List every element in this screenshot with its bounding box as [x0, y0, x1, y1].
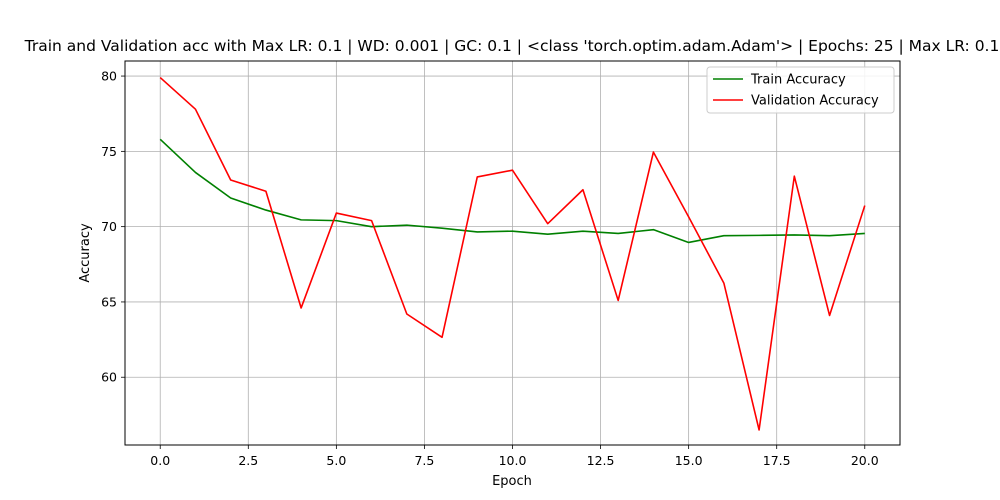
- x-tick-label: 12.5: [587, 453, 615, 468]
- legend-label: Validation Accuracy: [751, 94, 879, 109]
- legend-label: Train Accuracy: [750, 73, 846, 88]
- series-lines: [159, 76, 866, 431]
- x-tick-label: 17.5: [763, 453, 791, 468]
- y-tick-label: 60: [101, 370, 117, 385]
- y-axis-label: Accuracy: [78, 223, 93, 283]
- y-tick-label: 80: [101, 69, 117, 84]
- axis-ticks: 0.0 2.5 5.0 7.5 10.0 12.5 15.0 17.5 20.0 60 65 70 75…: [101, 69, 879, 468]
- x-tick-label: 5.0: [326, 453, 346, 468]
- validation-accuracy-line: [159, 76, 866, 431]
- x-tick-label: 0.0: [150, 453, 170, 468]
- train-accuracy-line: [159, 138, 865, 244]
- legend-box: [706, 66, 895, 114]
- x-tick-label: 7.5: [414, 453, 434, 468]
- x-tick-label: 20.0: [851, 453, 879, 468]
- x-tick-label: 10.0: [499, 453, 527, 468]
- x-axis-label: Epoch: [492, 474, 532, 489]
- y-tick-label: 65: [101, 294, 117, 309]
- x-tick-label: 15.0: [675, 453, 703, 468]
- y-tick-label: 75: [101, 144, 117, 159]
- x-tick-label: 2.5: [238, 453, 258, 468]
- chart-title: Train and Validation acc with Max LR: 0.…: [24, 37, 1000, 55]
- y-tick-label: 70: [101, 219, 117, 234]
- legend: Train Accuracy Validation Accuracy: [706, 66, 895, 114]
